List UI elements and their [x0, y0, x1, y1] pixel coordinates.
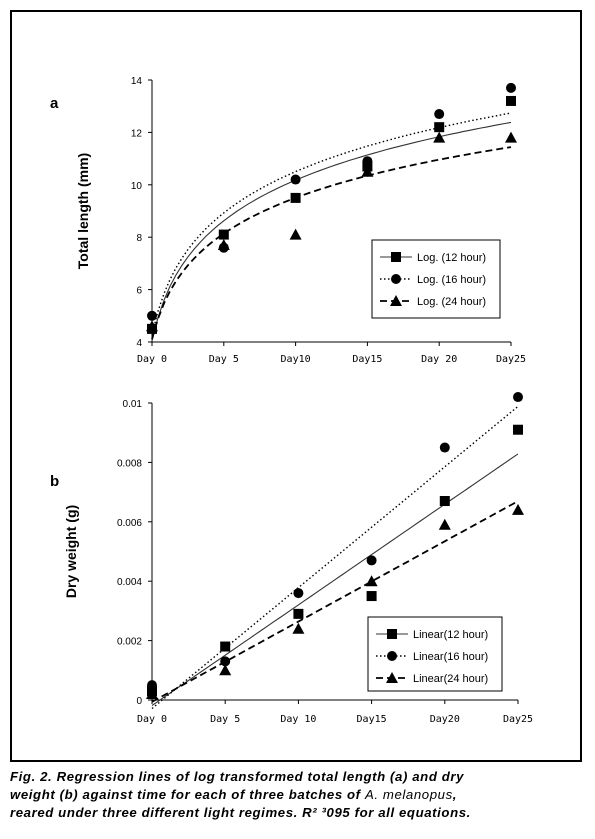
data-point-2-4 [433, 132, 445, 143]
x-tick-label: Day25 [503, 714, 533, 725]
x-tick-label: Day 10 [280, 714, 316, 725]
data-point-0-1 [220, 642, 230, 652]
legend-marker-1 [387, 651, 397, 661]
panel-label: a [50, 95, 59, 112]
panel-label: b [50, 473, 59, 490]
caption-line-2-prefix: weight (b) against time for each of thre… [10, 787, 365, 802]
x-tick-label: Day 0 [137, 354, 167, 365]
caption-species: A. melanopus [365, 787, 453, 802]
data-point-2-1 [219, 664, 231, 675]
figure-caption: Fig. 2. Regression lines of log transfor… [10, 768, 588, 822]
legend-label-2: Linear(24 hour) [413, 673, 488, 685]
data-point-1-3 [367, 555, 377, 565]
data-point-1-0 [147, 311, 157, 321]
data-point-0-4 [440, 496, 450, 506]
data-point-2-1 [218, 239, 230, 250]
y-axis-title: Total length (mm) [75, 153, 91, 269]
x-tick-label: Day15 [352, 354, 382, 365]
data-point-2-5 [505, 132, 517, 143]
y-tick-label: 10 [131, 181, 143, 192]
x-tick-label: Day25 [496, 354, 526, 365]
legend-marker-0 [391, 252, 401, 262]
caption-line-2: weight (b) against time for each of thre… [10, 786, 588, 804]
caption-line-2-suffix: , [453, 787, 457, 802]
y-tick-label: 12 [131, 128, 143, 139]
data-point-2-5 [512, 504, 524, 515]
x-tick-label: Day 5 [209, 354, 239, 365]
data-point-1-3 [362, 156, 372, 166]
data-point-1-4 [440, 443, 450, 453]
data-point-2-2 [290, 229, 302, 240]
data-point-1-2 [291, 175, 301, 185]
legend-label-1: Linear(16 hour) [413, 651, 488, 663]
x-tick-label: Day 0 [137, 714, 167, 725]
caption-line-3: reared under three different light regim… [10, 804, 588, 822]
y-tick-label: 0.004 [117, 577, 142, 588]
legend-label-2: Log. (24 hour) [417, 296, 486, 308]
legend-label-0: Log. (12 hour) [417, 252, 486, 264]
figure-canvas: 4 6 8 10 12 14 Day 0 Day 5 Day10 Day15 Day 20 Day25… [0, 0, 595, 770]
legend-marker-1 [391, 274, 401, 284]
legend-label-1: Log. (16 hour) [417, 274, 486, 286]
y-tick-label: 14 [131, 76, 143, 87]
data-point-2-4 [439, 519, 451, 530]
y-tick-label: 8 [136, 233, 142, 244]
data-point-1-5 [506, 83, 516, 93]
legend-label-0: Linear(12 hour) [413, 629, 488, 641]
y-tick-label: 0.002 [117, 637, 142, 648]
y-tick-label: 0.01 [123, 399, 143, 410]
y-axis-title: Dry weight (g) [63, 505, 79, 598]
y-tick-label: 6 [136, 286, 142, 297]
caption-line-1: Fig. 2. Regression lines of log transfor… [10, 768, 588, 786]
data-point-0-2 [293, 609, 303, 619]
y-tick-label: 0 [136, 696, 142, 707]
x-tick-label: Day15 [357, 714, 387, 725]
data-point-0-5 [506, 96, 516, 106]
data-point-1-4 [434, 109, 444, 119]
data-point-0-1 [219, 230, 229, 240]
y-tick-label: 0.006 [117, 518, 142, 529]
x-tick-label: Day10 [281, 354, 311, 365]
data-point-0-3 [367, 591, 377, 601]
data-point-1-5 [513, 392, 523, 402]
y-tick-label: 4 [136, 338, 142, 349]
data-point-2-3 [366, 575, 378, 586]
data-point-0-4 [434, 122, 444, 132]
data-point-0-5 [513, 425, 523, 435]
data-point-1-2 [293, 588, 303, 598]
x-tick-label: Day 5 [210, 714, 240, 725]
data-point-0-2 [291, 193, 301, 203]
y-tick-label: 0.008 [117, 458, 142, 469]
legend-marker-0 [387, 629, 397, 639]
x-tick-label: Day 20 [421, 354, 457, 365]
x-tick-label: Day20 [430, 714, 460, 725]
data-point-2-2 [292, 623, 304, 634]
